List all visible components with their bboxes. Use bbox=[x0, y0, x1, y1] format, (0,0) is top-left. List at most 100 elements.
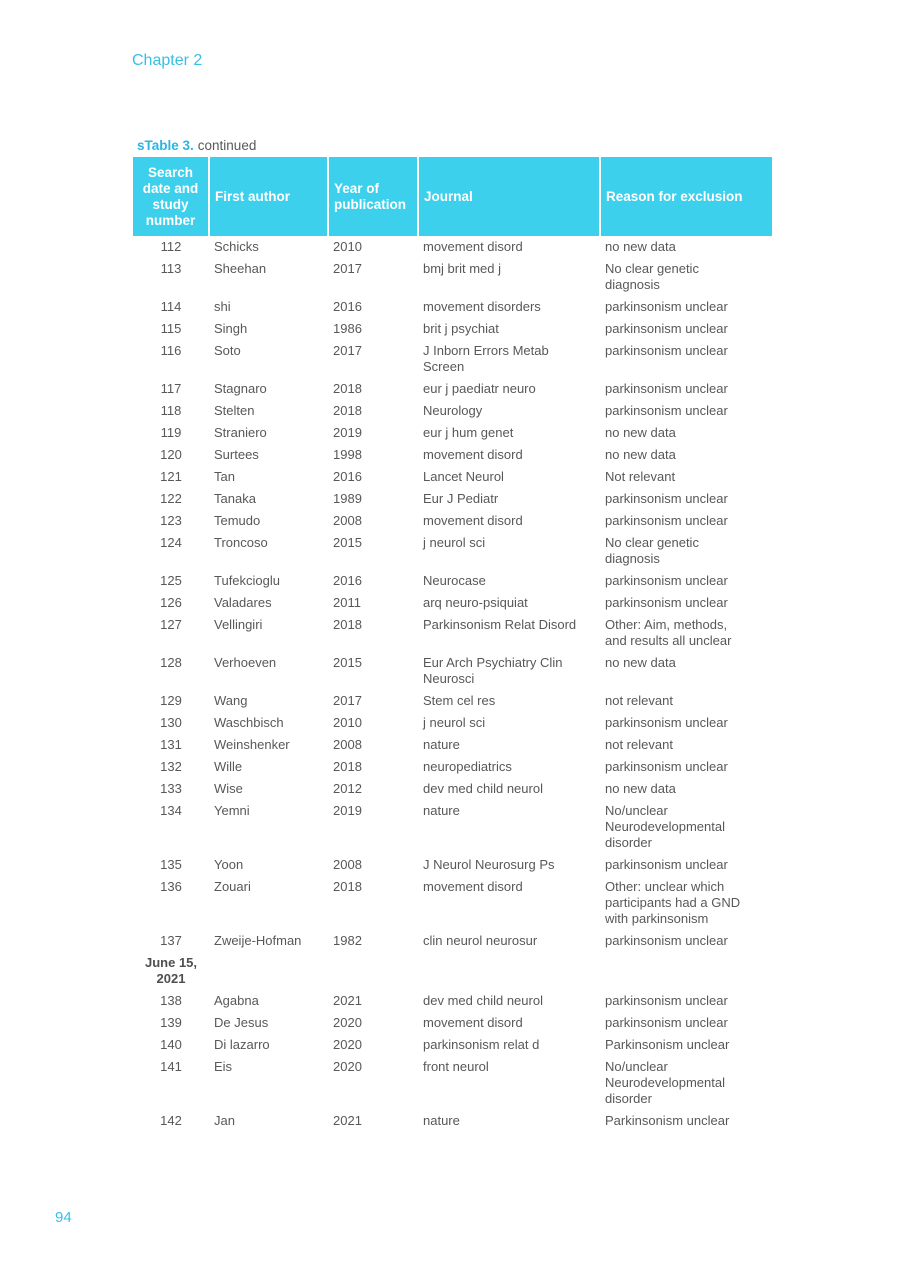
header-reason-for-exclusion: Reason for exclusion bbox=[599, 157, 772, 236]
study-number-cell: 138 bbox=[160, 993, 182, 1008]
table-row: 133 Wise 2012 dev med child neurol no new da… bbox=[133, 778, 772, 800]
table-row: 117 Stagnaro 2018 eur j paediatr neuro parki… bbox=[133, 378, 772, 400]
year-cell: 2018 bbox=[333, 759, 362, 774]
journal-cell: eur j hum genet bbox=[423, 425, 514, 440]
year-cell: 2021 bbox=[333, 993, 362, 1008]
year-cell: 1989 bbox=[333, 491, 362, 506]
table-row: 112 Schicks 2010 movement disord no new data bbox=[133, 236, 772, 258]
table-row: 141 Eis 2020 front neurol No/unclear Neurode… bbox=[133, 1056, 772, 1110]
year-cell: 2018 bbox=[333, 879, 362, 894]
reason-cell: not relevant bbox=[605, 693, 673, 708]
journal-cell: movement disord bbox=[423, 447, 523, 462]
journal-cell: Eur J Pediatr bbox=[423, 491, 499, 506]
year-cell: 2015 bbox=[333, 655, 362, 670]
first-author-cell: Wang bbox=[214, 693, 248, 708]
journal-cell: eur j paediatr neuro bbox=[423, 381, 536, 396]
year-cell: 2012 bbox=[333, 781, 362, 796]
table-row: 139 De Jesus 2020 movement disord parkinsoni… bbox=[133, 1012, 772, 1034]
study-number-cell: 137 bbox=[160, 933, 182, 948]
year-cell: 2015 bbox=[333, 535, 362, 550]
table-row: 120 Surtees 1998 movement disord no new data bbox=[133, 444, 772, 466]
journal-cell: nature bbox=[423, 803, 460, 818]
table-row: 128 Verhoeven 2015 Eur Arch Psychiatry Clin… bbox=[133, 652, 772, 690]
table-row: 122 Tanaka 1989 Eur J Pediatr parkinsonism u… bbox=[133, 488, 772, 510]
table-row: 132 Wille 2018 neuropediatrics parkinsonism … bbox=[133, 756, 772, 778]
reason-cell: no new data bbox=[605, 447, 676, 462]
reason-cell: Parkinsonism unclear bbox=[605, 1113, 730, 1128]
reason-cell: parkinsonism unclear bbox=[605, 933, 728, 948]
first-author-cell: shi bbox=[214, 299, 231, 314]
table-header-row: Search date and study number First autho… bbox=[133, 157, 772, 236]
reason-cell: parkinsonism unclear bbox=[605, 299, 728, 314]
search-date-label: June 15, 2021 bbox=[144, 955, 198, 986]
study-number-cell: 117 bbox=[160, 381, 182, 396]
journal-cell: movement disord bbox=[423, 513, 523, 528]
first-author-cell: Vellingiri bbox=[214, 617, 263, 632]
first-author-cell: Valadares bbox=[214, 595, 272, 610]
reason-cell: parkinsonism unclear bbox=[605, 321, 728, 336]
first-author-cell: Straniero bbox=[214, 425, 267, 440]
first-author-cell: Yemni bbox=[214, 803, 250, 818]
table-row: 137 Zweije-Hofman 1982 clin neurol neurosur… bbox=[133, 930, 772, 952]
year-cell: 2020 bbox=[333, 1037, 362, 1052]
empty-cell bbox=[328, 952, 418, 990]
table-row: 135 Yoon 2008 J Neurol Neurosurg Ps parkinso… bbox=[133, 854, 772, 876]
reason-cell: parkinsonism unclear bbox=[605, 595, 728, 610]
year-cell: 2016 bbox=[333, 573, 362, 588]
reason-cell: parkinsonism unclear bbox=[605, 491, 728, 506]
table-caption-continued: continued bbox=[197, 138, 257, 153]
year-cell: 2019 bbox=[333, 425, 362, 440]
study-number-cell: 121 bbox=[160, 469, 182, 484]
journal-cell: bmj brit med j bbox=[423, 261, 502, 276]
year-cell: 2020 bbox=[333, 1015, 362, 1030]
exclusion-table: Search date and study number First autho… bbox=[133, 157, 772, 1132]
year-cell: 2018 bbox=[333, 403, 362, 418]
journal-cell: front neurol bbox=[423, 1059, 489, 1074]
journal-cell: neuropediatrics bbox=[423, 759, 512, 774]
table-row: 125 Tufekcioglu 2016 Neurocase parkinsonism … bbox=[133, 570, 772, 592]
study-number-cell: 113 bbox=[160, 261, 182, 276]
first-author-cell: Verhoeven bbox=[214, 655, 277, 670]
first-author-cell: Wise bbox=[214, 781, 243, 796]
reason-cell: Parkinsonism unclear bbox=[605, 1037, 730, 1052]
first-author-cell: De Jesus bbox=[214, 1015, 269, 1030]
journal-cell: arq neuro-psiquiat bbox=[423, 595, 528, 610]
reason-cell: no new data bbox=[605, 655, 676, 670]
year-cell: 2017 bbox=[333, 343, 362, 358]
journal-cell: Neurocase bbox=[423, 573, 486, 588]
table-row: 126 Valadares 2011 arq neuro-psiquiat parkin… bbox=[133, 592, 772, 614]
table-row: 138 Agabna 2021 dev med child neurol parkins… bbox=[133, 990, 772, 1012]
table-row: 142 Jan 2021 nature Parkinsonism unclear bbox=[133, 1110, 772, 1132]
table-row: 136 Zouari 2018 movement disord Other: uncle… bbox=[133, 876, 772, 930]
table-body: 112 Schicks 2010 movement disord no new data… bbox=[133, 236, 772, 1132]
year-cell: 2011 bbox=[333, 595, 361, 610]
chapter-heading: Chapter 2 bbox=[132, 52, 203, 69]
reason-cell: Not relevant bbox=[605, 469, 676, 484]
study-number-cell: 132 bbox=[160, 759, 182, 774]
first-author-cell: Zouari bbox=[214, 879, 251, 894]
journal-cell: Eur Arch Psychiatry Clin Neurosci bbox=[423, 655, 563, 686]
first-author-cell: Di lazarro bbox=[214, 1037, 270, 1052]
first-author-cell: Eis bbox=[214, 1059, 233, 1074]
first-author-cell: Sheehan bbox=[214, 261, 267, 276]
header-search-date-study-number: Search date and study number bbox=[133, 157, 209, 236]
journal-cell: brit j psychiat bbox=[423, 321, 499, 336]
study-number-cell: 133 bbox=[160, 781, 182, 796]
journal-cell: Neurology bbox=[423, 403, 483, 418]
study-number-cell: 123 bbox=[160, 513, 182, 528]
table-row: 115 Singh 1986 brit j psychiat parkinsonism … bbox=[133, 318, 772, 340]
first-author-cell: Schicks bbox=[214, 239, 259, 254]
study-number-cell: 142 bbox=[160, 1113, 182, 1128]
first-author-cell: Tufekcioglu bbox=[214, 573, 280, 588]
study-number-cell: 141 bbox=[160, 1059, 182, 1074]
journal-cell: nature bbox=[423, 737, 460, 752]
reason-cell: parkinsonism unclear bbox=[605, 343, 728, 358]
study-number-cell: 126 bbox=[160, 595, 182, 610]
empty-cell bbox=[600, 952, 772, 990]
page-number: 94 bbox=[55, 1209, 72, 1226]
journal-cell: dev med child neurol bbox=[423, 993, 543, 1008]
study-number-cell: 119 bbox=[160, 425, 182, 440]
first-author-cell: Stagnaro bbox=[214, 381, 267, 396]
table-row: 118 Stelten 2018 Neurology parkinsonism uncl… bbox=[133, 400, 772, 422]
study-number-cell: 140 bbox=[160, 1037, 182, 1052]
